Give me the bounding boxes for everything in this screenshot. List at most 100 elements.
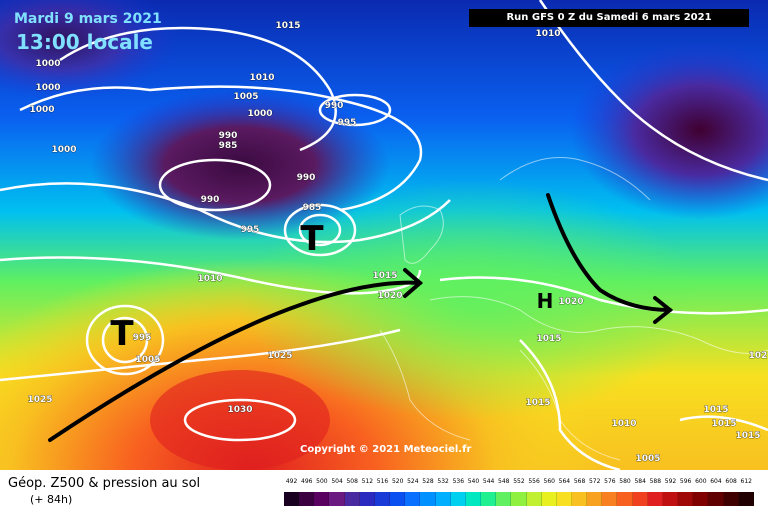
high-pressure-marker: H <box>537 289 554 313</box>
scale-tick: 564 <box>558 478 571 485</box>
scale-swatch <box>359 492 375 506</box>
isobar-label: 990 <box>325 101 344 111</box>
scale-swatch <box>420 492 436 506</box>
scale-swatch <box>314 492 330 506</box>
scale-swatch <box>405 492 421 506</box>
isobar-label: 1000 <box>35 83 60 93</box>
isobar-label: 995 <box>338 118 357 128</box>
legend-title: Géop. Z500 & pression au sol <box>8 476 201 491</box>
isobar-label: 1020 <box>558 297 583 307</box>
scale-tick: 592 <box>664 478 677 485</box>
isobar-label: 1015 <box>711 419 736 429</box>
isobar-label: 990 <box>297 173 316 183</box>
scale-tick-labels: 492 496 500 504 508 512 516 520 524 528 532 536 540 5… <box>284 478 754 490</box>
scale-swatch <box>299 492 315 506</box>
scale-swatch <box>738 492 754 506</box>
scale-tick: 552 <box>513 478 525 485</box>
scale-tick: 512 <box>361 478 374 485</box>
isobar-label: 1015 <box>275 21 300 31</box>
isobar-label: 1015 <box>735 431 760 441</box>
scale-tick: 516 <box>376 478 389 485</box>
scale-tick: 560 <box>543 478 555 485</box>
scale-swatch <box>632 492 648 506</box>
scale-swatch <box>587 492 603 506</box>
copyright-notice: Copyright © 2021 Meteociel.fr <box>300 444 472 455</box>
scale-tick: 596 <box>679 478 692 485</box>
scale-tick: 588 <box>649 478 662 485</box>
scale-color-bar <box>284 492 754 506</box>
isobar-label: 1005 <box>635 454 660 464</box>
scale-tick: 584 <box>634 478 646 485</box>
isobar-label: 1005 <box>135 355 160 365</box>
isobar-label: 1010 <box>535 29 560 39</box>
scale-tick: 500 <box>316 478 328 485</box>
isobar-label: 1000 <box>29 105 54 115</box>
isobar-label: 990 <box>219 131 238 141</box>
scale-swatch <box>390 492 406 506</box>
scale-swatch <box>541 492 557 506</box>
scale-swatch <box>344 492 360 506</box>
scale-tick: 496 <box>301 478 313 485</box>
scale-swatch <box>481 492 497 506</box>
scale-swatch <box>374 492 391 506</box>
scale-tick: 528 <box>422 478 434 485</box>
scale-tick: 608 <box>725 478 737 485</box>
pressure-labels: 1015 1010 1000 1000 1000 1000 1010 1005 1000 990 9… <box>27 21 768 465</box>
legend-subtitle: (+ 84h) <box>30 493 73 506</box>
forecast-time: 13:00 locale <box>16 30 153 54</box>
scale-tick: 540 <box>467 478 480 485</box>
scale-tick: 556 <box>528 478 540 485</box>
isobar-label: 1000 <box>35 59 60 69</box>
run-info: Run GFS 0 Z du Samedi 6 mars 2021 <box>469 9 749 27</box>
pressure-centers: T T H <box>110 219 553 354</box>
scale-swatch <box>617 492 633 506</box>
scale-tick: 536 <box>452 478 465 485</box>
isobar-label: 995 <box>133 333 152 343</box>
scale-swatch <box>708 492 724 506</box>
scale-swatch <box>450 492 466 506</box>
isobar-label: 1015 <box>525 398 550 408</box>
scale-tick: 576 <box>604 478 616 485</box>
isobar-label: 1000 <box>51 145 76 155</box>
scale-swatch <box>602 492 618 506</box>
scale-tick: 524 <box>407 478 419 485</box>
isobar-label: 1000 <box>247 109 272 119</box>
isobar-label: 1015 <box>372 271 397 281</box>
scale-tick: 508 <box>346 478 358 485</box>
scale-tick: 504 <box>331 478 343 485</box>
scale-swatch <box>511 492 527 506</box>
low-pressure-marker: T <box>300 219 324 259</box>
isobar-label: 995 <box>241 225 260 235</box>
scale-swatch <box>526 492 542 506</box>
scale-swatch <box>556 492 572 506</box>
scale-swatch <box>647 492 663 506</box>
scale-swatch <box>435 492 451 506</box>
scale-swatch <box>678 492 694 506</box>
scale-tick: 612 <box>740 478 752 485</box>
scale-swatch <box>329 492 345 506</box>
scale-swatch <box>723 492 739 506</box>
scale-tick: 572 <box>588 478 601 485</box>
isobar-label: 1025 <box>267 351 292 361</box>
isobar-label: 1005 <box>233 92 258 102</box>
scale-swatch <box>465 492 482 506</box>
scale-tick: 492 <box>285 478 298 485</box>
isobar-label: 1020 <box>377 291 402 301</box>
isobar-label: 102 <box>749 351 768 361</box>
isobar-label: 985 <box>303 203 322 213</box>
isobar-label: 1010 <box>249 73 274 83</box>
scale-swatch <box>496 492 512 506</box>
isobar-label: 1015 <box>536 334 561 344</box>
scale-swatch <box>693 492 709 506</box>
scale-swatch <box>571 492 588 506</box>
scale-tick: 600 <box>695 478 707 485</box>
isobar-label: 1010 <box>611 419 636 429</box>
isobar-label: 1015 <box>703 405 728 415</box>
scale-tick: 580 <box>619 478 631 485</box>
isobar-label: 990 <box>201 195 220 205</box>
scale-tick: 548 <box>498 478 510 485</box>
isobar-label: 1030 <box>227 405 252 415</box>
scale-swatch <box>284 492 300 506</box>
pressure-map: 1015 1010 1000 1000 1000 1000 1010 1005 1000 990 9… <box>0 0 768 470</box>
